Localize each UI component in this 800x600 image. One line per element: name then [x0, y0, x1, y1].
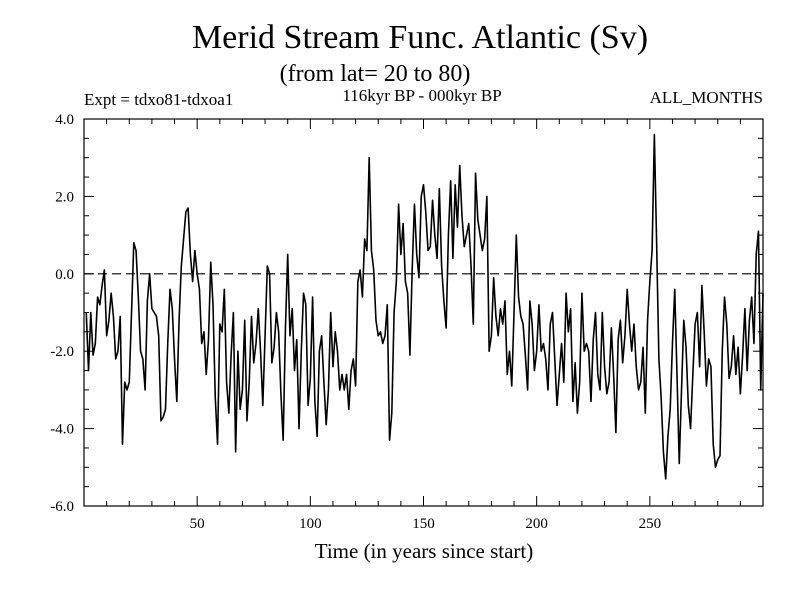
x-tick-label: 50	[190, 516, 205, 532]
chart-subtitle: (from lat= 20 to 80)	[280, 61, 471, 87]
y-tick-label: -6.0	[50, 499, 74, 515]
plot-frame	[83, 118, 764, 507]
axis-ticks	[84, 118, 763, 507]
tick-labels: 50 100 150 200 250 -6.0 -4.0 -2.0 0.0 2.0 4.0	[50, 112, 661, 532]
chart-title: Merid Stream Func. Atlantic (Sv)	[192, 19, 648, 56]
x-tick-label: 100	[299, 516, 322, 532]
x-tick-label: 200	[525, 516, 548, 532]
period-label: 116kyr BP - 000kyr BP	[342, 86, 501, 105]
y-tick-label: 4.0	[55, 112, 74, 128]
y-tick-label: 0.0	[55, 267, 74, 283]
x-tick-label: 250	[639, 516, 662, 532]
y-tick-label: 2.0	[55, 189, 74, 205]
y-tick-label: -4.0	[50, 422, 74, 438]
months-label: ALL_MONTHS	[650, 88, 763, 107]
experiment-label: Expt = tdxo81-tdxoa1	[84, 90, 233, 109]
x-tick-label: 150	[412, 516, 435, 532]
x-axis-label: Time (in years since start)	[315, 539, 534, 563]
data-series-line	[85, 133, 764, 480]
y-tick-label: -2.0	[50, 344, 74, 360]
